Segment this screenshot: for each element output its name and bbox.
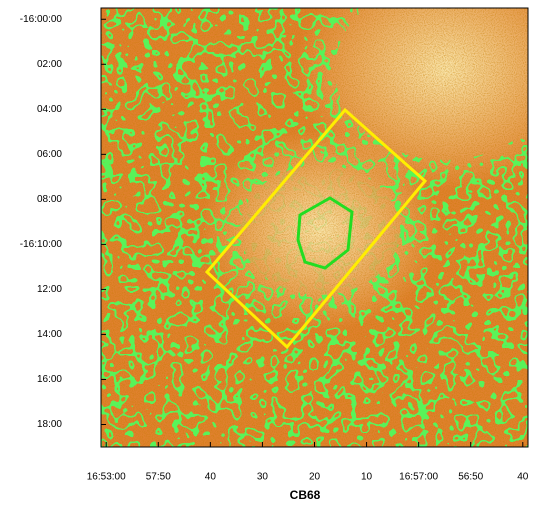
x-tick-label: 56:50 [458,472,483,483]
x-tick-label: 40 [205,472,217,483]
x-tick-label: 16:57:00 [399,472,438,483]
sky-image [101,8,528,447]
y-tick-label: 16:00 [37,374,62,385]
x-tick-label: 10 [361,472,373,483]
x-tick-label: 57:50 [146,472,171,483]
y-tick-label: 18:00 [37,419,62,430]
x-tick-label: 20 [309,472,321,483]
core-contour [296,196,354,270]
y-tick-label: 08:00 [37,194,62,205]
y-tick-label: 06:00 [37,149,62,160]
x-tick-label: 16:53:00 [87,472,126,483]
x-axis-label: CB68 [290,488,321,502]
y-tick-label: -16:10:00 [20,239,63,250]
y-tick-label: 14:00 [37,329,62,340]
y-tick-label: 04:00 [37,104,62,115]
x-tick-label: 30 [257,472,269,483]
field-box [204,107,428,350]
y-tick-label: -16:00:00 [20,14,63,25]
y-tick-label: 02:00 [37,59,62,70]
y-tick-label: 12:00 [37,284,62,295]
x-tick-label: 40 [517,472,529,483]
